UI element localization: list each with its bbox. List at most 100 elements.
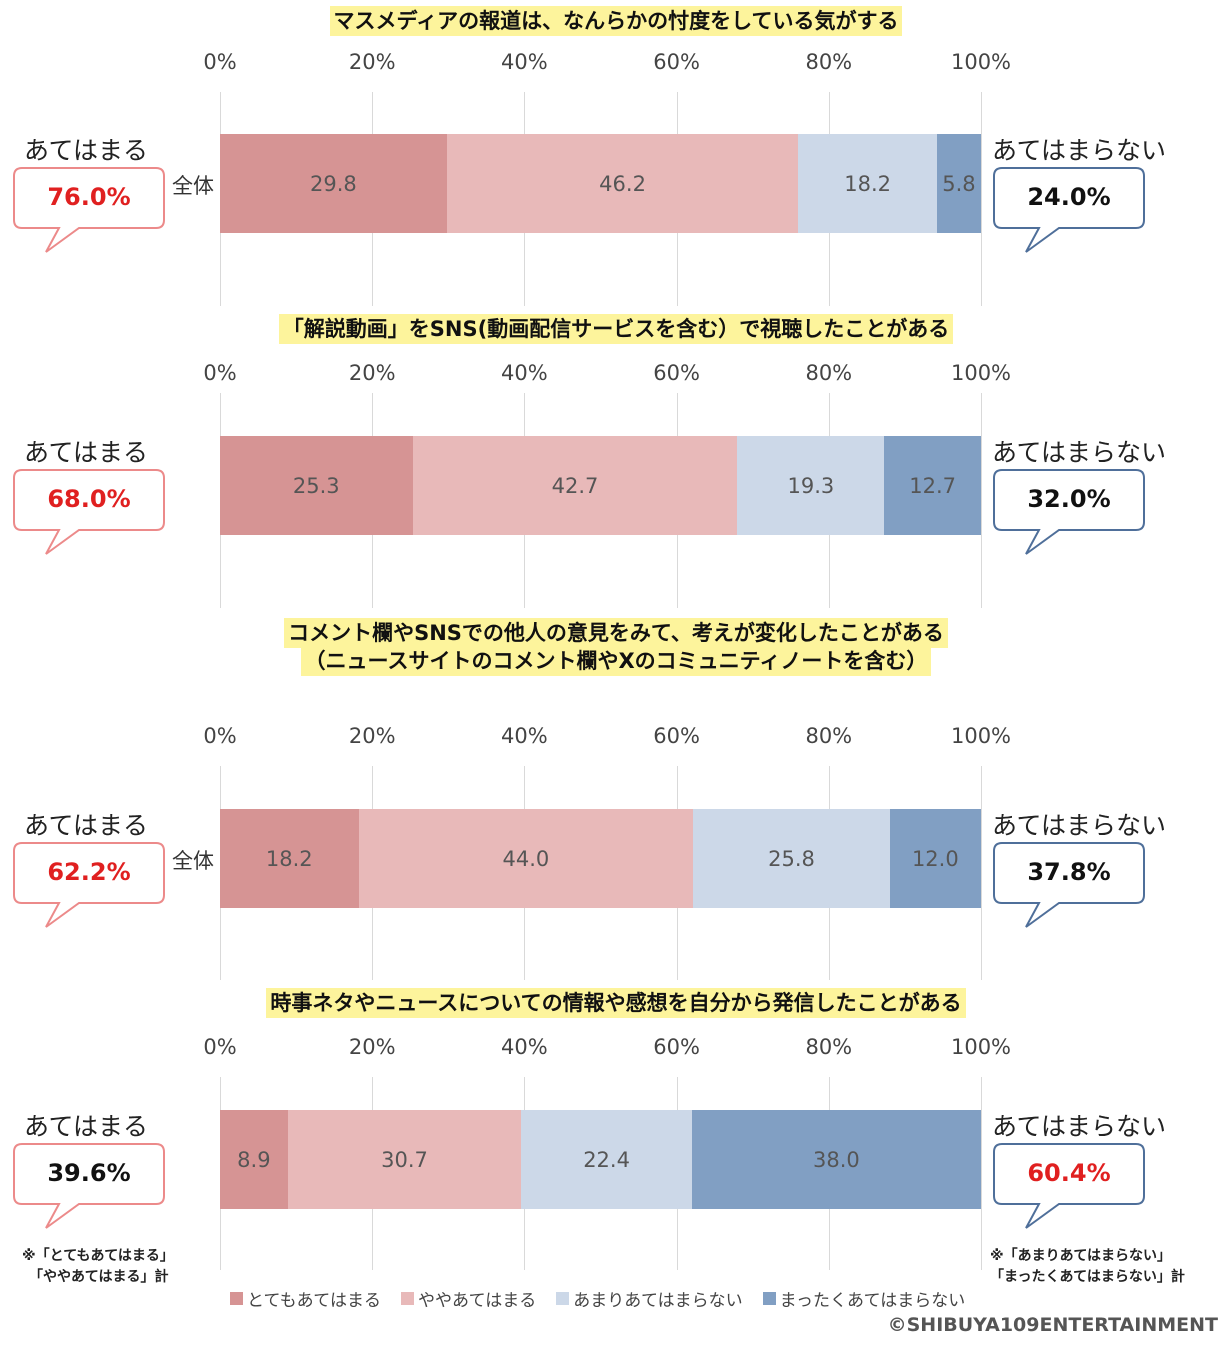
axis-tick-label: 40% (501, 50, 548, 74)
bar-value-label: 18.2 (844, 171, 891, 196)
bar-segment: 12.7 (884, 436, 981, 535)
legend-swatch-not-much (556, 1292, 570, 1305)
agree-total: 76.0% (47, 183, 131, 211)
disagree-label: あてはまらない (992, 438, 1167, 467)
row-label: 全体 (172, 173, 214, 198)
bar-segment: 29.8 (220, 134, 447, 233)
axis-tick-label: 80% (805, 1035, 853, 1059)
bar-segment: 19.3 (737, 436, 885, 535)
agree-total: 39.6% (47, 1159, 131, 1187)
legend-item-somewhat: ややあてはまる (400, 1286, 537, 1311)
chart-subtitle: （ニュースサイトのコメント欄やXのコミュニティノートを含む） (300, 646, 932, 676)
chart-subtitle-wrap: （ニュースサイトのコメント欄やXのコミュニティノートを含む） (0, 646, 1232, 676)
legend-item-not-much: あまりあてはまらない (556, 1286, 743, 1311)
chart-title-wrap: 時事ネタやニュースについての情報や感想を自分から発信したことがある (0, 988, 1232, 1018)
bar-segment: 46.2 (446, 134, 799, 233)
chart-title-wrap: コメント欄やSNSでの他人の意見をみて、考えが変化したことがある (0, 618, 1232, 648)
axis-tick-label: 100% (950, 361, 1012, 385)
axis-tick-label: 100% (950, 724, 1012, 748)
legend-label: あまりあてはまらない (573, 1291, 743, 1311)
axis-tick-label: 20% (348, 724, 396, 748)
agree-label: あてはまる (24, 136, 149, 165)
axis-tick-label: 60% (653, 50, 700, 74)
axis-tick-label: 40% (501, 361, 548, 385)
chart-title: 時事ネタやニュースについての情報や感想を自分から発信したことがある (266, 988, 966, 1018)
bar-segment: 18.2 (798, 134, 937, 233)
axis-tick-label: 60% (653, 724, 700, 748)
chart-title: マスメディアの報道は、なんらかの忖度をしている気がする (329, 6, 903, 36)
bar-segment: 44.0 (358, 809, 694, 908)
bar-segment: 38.0 (691, 1110, 981, 1209)
bar-segment: 22.4 (521, 1110, 692, 1209)
legend: とてもあてはまる ややあてはまる あまりあてはまらない まったくあてはまらない (230, 1286, 965, 1311)
axis-tick-label: 0% (203, 724, 237, 748)
bar-value-label: 22.4 (583, 1147, 630, 1172)
axis-tick-label: 100% (950, 1035, 1012, 1059)
speech-bubble-shape (993, 167, 1145, 253)
agree-label: あてはまる (24, 811, 149, 840)
gridline (981, 393, 982, 608)
bar-value-label: 19.3 (787, 473, 835, 498)
disagree-total: 32.0% (1027, 485, 1111, 513)
bar-segment: 8.9 (220, 1110, 288, 1209)
legend-swatch-not-at-all (762, 1292, 776, 1305)
disagree-label: あてはまらない (992, 136, 1167, 165)
bar-segment: 25.3 (220, 436, 413, 535)
axis-tick-label: 0% (203, 1035, 237, 1059)
gridline (981, 1077, 982, 1270)
chart-title: コメント欄やSNSでの他人の意見をみて、考えが変化したことがある (284, 618, 948, 648)
axis-tick-label: 60% (653, 1035, 700, 1059)
disagree-note: ※「あまりあてはまらない」 「まったくあてはまらない」計 (990, 1248, 1185, 1285)
axis-tick-label: 20% (348, 361, 396, 385)
bar-value-label: 18.2 (265, 846, 313, 871)
copyright: ©SHIBUYA109ENTERTAINMENT (887, 1314, 1218, 1336)
legend-swatch-somewhat (400, 1292, 414, 1305)
axis-tick-label: 100% (950, 50, 1012, 74)
bar-value-label: 8.9 (237, 1147, 271, 1172)
legend-label: まったくあてはまらない (779, 1291, 966, 1311)
bar-segment: 25.8 (693, 809, 890, 908)
agree-total: 62.2% (47, 858, 131, 886)
axis-tick-label: 80% (805, 724, 853, 748)
bar-value-label: 42.7 (551, 473, 599, 498)
bar-value-label: 12.7 (909, 473, 957, 498)
chart-title-wrap: マスメディアの報道は、なんらかの忖度をしている気がする (0, 6, 1232, 36)
legend-swatch-very (230, 1292, 243, 1305)
bar-segment: 5.8 (936, 134, 981, 233)
bar-value-label: 44.0 (502, 846, 550, 871)
chart-title: 「解説動画」をSNS(動画配信サービスを含む）で視聴したことがある (278, 314, 954, 344)
bar-value-label: 38.0 (813, 1147, 860, 1172)
axis-tick-label: 80% (805, 50, 853, 74)
bar-value-label: 25.3 (292, 473, 340, 498)
gridline (981, 92, 982, 306)
legend-label: ややあてはまる (417, 1291, 537, 1311)
speech-bubble-shape (13, 842, 165, 928)
bar-value-label: 5.8 (942, 171, 976, 196)
legend-item-not-at-all: まったくあてはまらない (762, 1286, 966, 1311)
gridline (981, 766, 982, 980)
speech-bubble-shape (13, 167, 165, 253)
axis-tick-label: 80% (805, 361, 853, 385)
speech-bubble-shape (13, 1143, 165, 1229)
bar-segment: 30.7 (287, 1110, 522, 1209)
agree-label: あてはまる (24, 438, 149, 467)
agree-note: ※「とてもあてはまる」 「ややあてはまる」計 (22, 1248, 174, 1285)
bar-value-label: 29.8 (310, 171, 357, 196)
row-label: 全体 (172, 848, 214, 873)
chart-title-wrap: 「解説動画」をSNS(動画配信サービスを含む）で視聴したことがある (0, 314, 1232, 344)
bar-value-label: 46.2 (599, 171, 646, 196)
speech-bubble-shape (993, 1143, 1145, 1229)
agree-label: あてはまる (24, 1112, 149, 1141)
legend-label: とてもあてはまる (247, 1291, 381, 1311)
axis-tick-label: 40% (501, 1035, 548, 1059)
disagree-total: 24.0% (1027, 183, 1111, 211)
bar-segment: 12.0 (889, 809, 981, 908)
bar-segment: 18.2 (220, 809, 359, 908)
bar-value-label: 12.0 (911, 846, 959, 871)
axis-tick-label: 20% (348, 1035, 396, 1059)
legend-item-very: とてもあてはまる (230, 1286, 381, 1311)
bar-value-label: 25.8 (768, 846, 815, 871)
speech-bubble-shape (993, 842, 1145, 928)
disagree-label: あてはまらない (992, 811, 1167, 840)
axis-tick-label: 60% (653, 361, 700, 385)
